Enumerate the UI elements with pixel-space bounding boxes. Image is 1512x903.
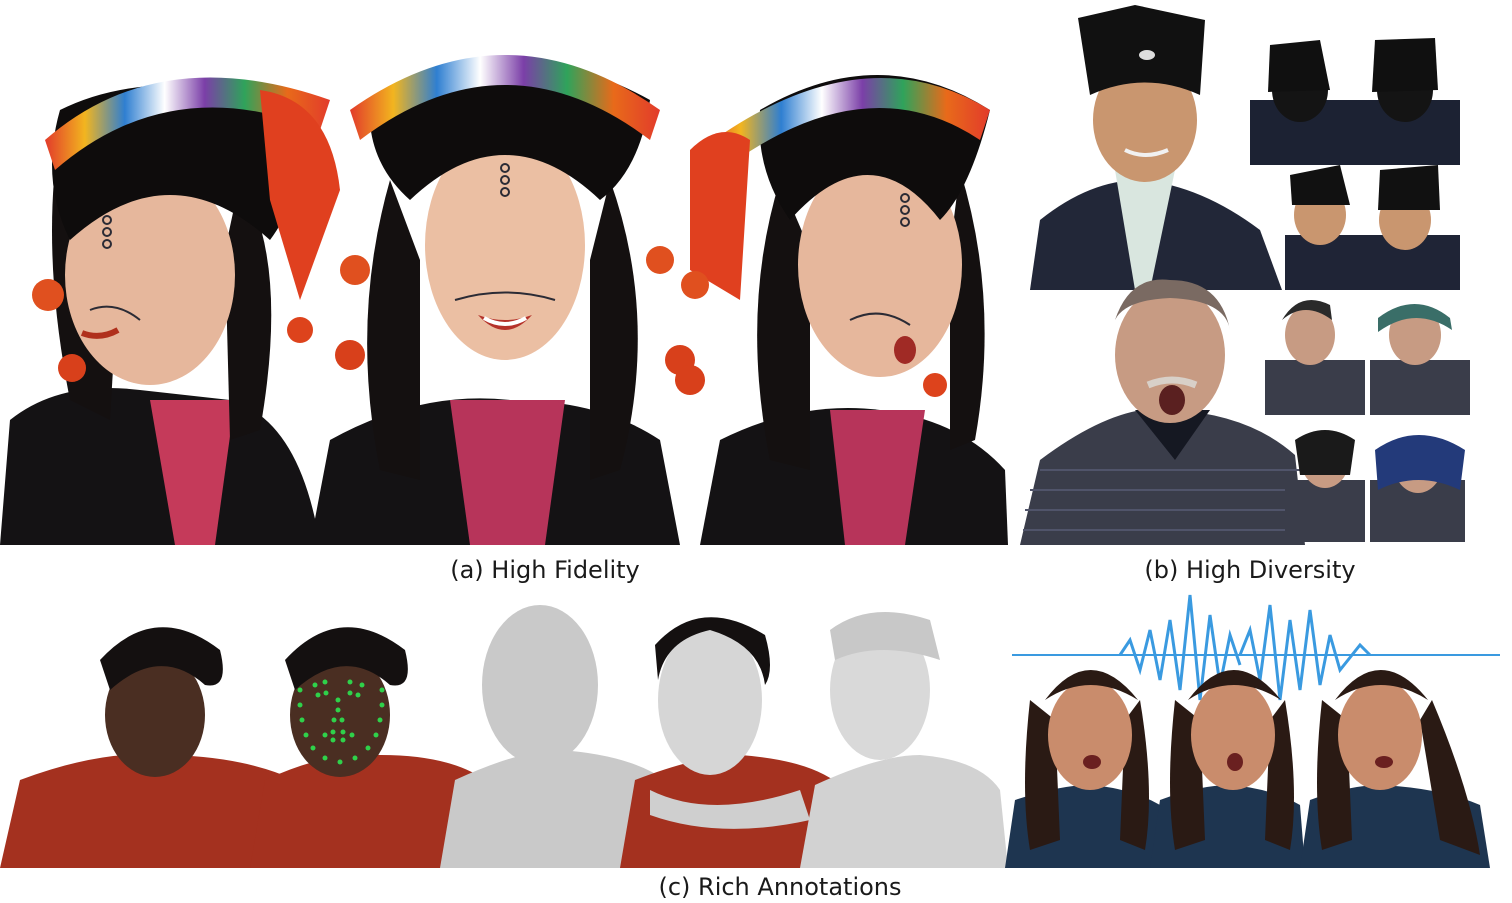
caption-high-diversity: (b) High Diversity (1144, 556, 1356, 584)
high-diversity-photo-grid (1020, 5, 1470, 545)
caption-rich-annotations: (c) Rich Annotations (658, 873, 902, 901)
panel-high-fidelity (0, 0, 1008, 545)
man-up-view-black-wig (1285, 430, 1365, 542)
woman-portrait-left (0, 77, 340, 545)
panel-high-diversity (1020, 0, 1512, 545)
panel-rich-annotations (0, 590, 1512, 868)
facial-landmark-points (297, 679, 385, 765)
talking-woman-frame-3 (1300, 670, 1490, 868)
talking-woman-frame-2 (1150, 670, 1305, 868)
rich-annotations-strip (0, 594, 1500, 868)
man-up-view-blue-wig (1370, 435, 1465, 542)
woman-portrait-center (310, 55, 695, 545)
silhouette-mask-view (440, 605, 672, 868)
man-portrait-main (1020, 279, 1305, 545)
boy-side-view-1 (1285, 165, 1365, 290)
man-rgb-view (0, 627, 300, 868)
man-landmarks-view (250, 627, 490, 868)
head-mesh-with-hair-view (620, 617, 850, 868)
caption-high-fidelity: (a) High Fidelity (450, 556, 640, 584)
woman-portrait-right (675, 75, 1008, 545)
full-geometry-mesh-view (800, 612, 1008, 868)
man-up-view-green-wig (1370, 304, 1470, 415)
boy-side-view-2 (1365, 165, 1460, 290)
boy-back-view-2 (1350, 38, 1460, 165)
talking-woman-frame-1 (1005, 670, 1165, 868)
boy-back-view-1 (1250, 40, 1350, 165)
boy-portrait-main (1030, 5, 1282, 290)
high-fidelity-photo-strip (0, 55, 1008, 545)
man-side-view-1 (1265, 300, 1365, 415)
